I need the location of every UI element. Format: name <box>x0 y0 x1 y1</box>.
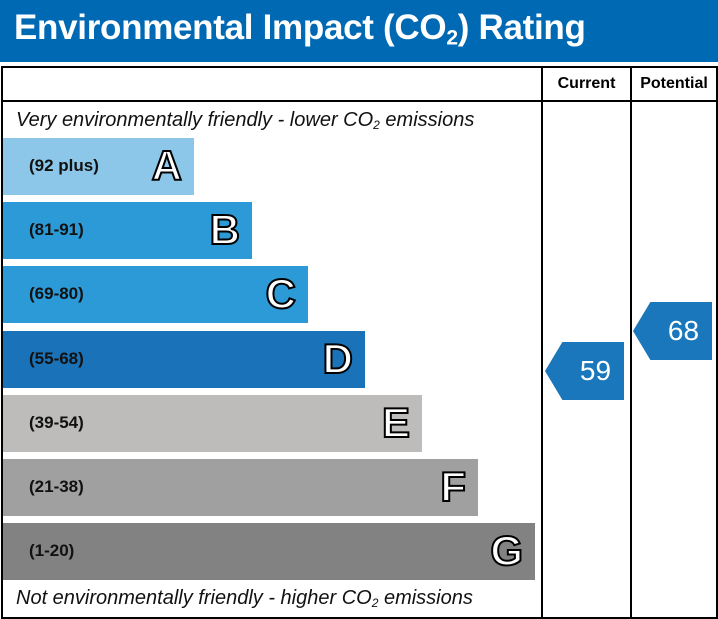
band-range: (39-54) <box>29 413 84 432</box>
band-range: (92 plus) <box>29 156 99 175</box>
band-letter: C <box>265 269 297 318</box>
rating-table <box>1 66 718 619</box>
potential-rating-arrow: 68 <box>633 302 712 360</box>
header-bar: Environmental Impact (CO2) Rating <box>0 0 718 62</box>
band-letter: G <box>489 526 524 575</box>
band-bar-g: (1-20) G <box>3 523 535 580</box>
band-bar-e: (39-54) E <box>3 395 422 452</box>
band-letter: A <box>151 141 183 190</box>
current-rating-arrow: 59 <box>545 342 624 400</box>
band-letter: B <box>209 205 241 254</box>
band-bar-c: (69-80) C <box>3 266 308 323</box>
band-bar-a: (92 plus) A <box>3 138 194 195</box>
band-range: (21-38) <box>29 477 84 496</box>
band-bar-b: (81-91) B <box>3 202 252 259</box>
band-bar-f: (21-38) F <box>3 459 478 516</box>
page-title: Environmental Impact (CO2) Rating <box>14 8 586 50</box>
band-range: (1-20) <box>29 541 75 560</box>
potential-rating-value: 68 <box>667 315 700 346</box>
divider <box>1 100 718 102</box>
column-header-current: Current <box>557 75 616 92</box>
column-header-potential: Potential <box>640 75 708 92</box>
band-range: (81-91) <box>29 220 84 239</box>
bottom-note: Not environmentally friendly - higher CO… <box>16 587 473 610</box>
band-bar-d: (55-68) D <box>3 331 365 388</box>
band-letter: D <box>322 334 354 383</box>
band-range: (69-80) <box>29 284 84 303</box>
divider <box>541 66 543 619</box>
divider <box>630 66 632 619</box>
current-rating-value: 59 <box>579 355 612 386</box>
band-letter: E <box>381 398 411 447</box>
top-note: Very environmentally friendly - lower CO… <box>16 109 475 132</box>
band-range: (55-68) <box>29 349 84 368</box>
band-letter: F <box>439 462 467 511</box>
